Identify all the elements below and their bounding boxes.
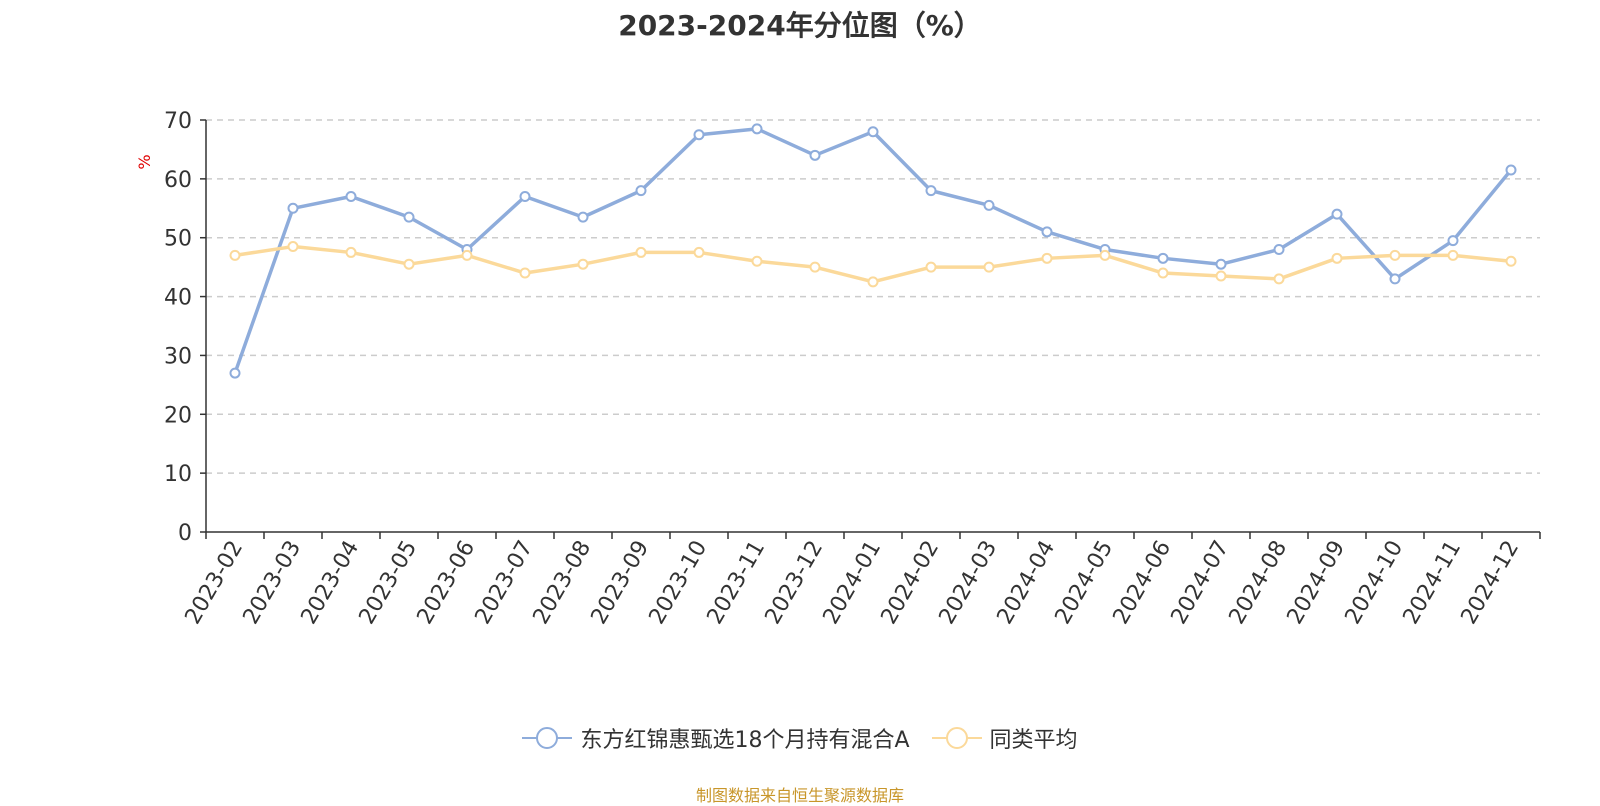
data-point-series-1 [287,202,299,214]
data-point-series-1 [403,211,415,223]
data-point-series-2 [693,246,705,258]
x-tick-label: 2023-11 [703,537,771,629]
data-point-series-2 [1157,267,1169,279]
y-tick-label: 30 [164,344,192,369]
data-point-series-1 [577,211,589,223]
data-point-series-2 [1331,252,1343,264]
x-tick-label: 2024-11 [1399,537,1467,629]
x-tick-label: 2024-02 [877,537,945,629]
legend-marker-circle-icon [522,727,573,749]
data-point-series-1 [693,129,705,141]
data-point-series-2 [1447,249,1459,261]
data-point-series-2 [1099,249,1111,261]
y-tick-label: 20 [164,403,192,428]
x-tick-label: 2024-08 [1225,537,1293,629]
x-tick-label: 2023-04 [297,537,365,629]
x-tick-label: 2023-10 [645,537,713,629]
data-point-series-2 [983,261,995,273]
data-point-series-1 [983,199,995,211]
source-note: 制图数据来自恒生聚源数据库 [695,786,904,805]
data-point-series-2 [1389,249,1401,261]
data-point-series-1 [229,367,241,379]
data-point-series-2 [345,246,357,258]
x-tick-label: 2024-05 [1051,537,1119,629]
x-tick-label: 2023-09 [587,537,655,629]
legend: 东方红锦惠甄选18个月持有混合A 同类平均 [0,722,1600,754]
data-point-series-2 [1215,270,1227,282]
data-point-series-2 [519,267,531,279]
data-point-series-2 [461,249,473,261]
x-tick-label: 2023-07 [471,537,539,629]
data-point-series-2 [751,255,763,267]
data-point-series-1 [635,185,647,197]
data-point-series-2 [809,261,821,273]
data-point-series-2 [403,258,415,270]
data-point-series-1 [1041,226,1053,238]
y-tick-label: 60 [164,168,192,193]
x-tick-label: 2023-08 [529,537,597,629]
data-point-series-2 [925,261,937,273]
data-point-series-2 [577,258,589,270]
x-tick-label: 2023-05 [355,537,423,629]
y-tick-label: 50 [164,227,192,252]
data-point-series-1 [867,126,879,138]
data-point-series-2 [229,249,241,261]
x-tick-label: 2024-04 [993,537,1061,629]
data-point-series-1 [1505,164,1517,176]
x-tick-label: 2023-12 [761,537,829,629]
data-point-series-1 [1331,208,1343,220]
y-tick-label: 70 [164,109,192,134]
x-tick-label: 2023-06 [413,537,481,629]
legend-item-series-1[interactable]: 东方红锦惠甄选18个月持有混合A [522,722,910,754]
data-point-series-2 [1041,252,1053,264]
y-tick-label: 10 [164,462,192,487]
legend-marker-circle-icon [931,727,982,749]
data-point-series-1 [751,123,763,135]
data-point-series-2 [635,246,647,258]
data-point-series-2 [287,241,299,253]
data-point-series-1 [1215,258,1227,270]
data-point-series-1 [519,191,531,203]
x-tick-label: 2024-07 [1167,537,1235,629]
data-point-series-2 [867,276,879,288]
y-tick-label: 40 [164,286,192,311]
data-point-series-2 [1273,273,1285,285]
data-point-series-1 [925,185,937,197]
legend-item-series-2[interactable]: 同类平均 [931,722,1078,754]
legend-label-series-2: 同类平均 [989,728,1078,753]
data-point-series-1 [1273,243,1285,255]
data-point-series-1 [1389,273,1401,285]
x-tick-label: 2024-09 [1283,537,1351,629]
data-point-series-2 [1505,255,1517,267]
y-axis-label: % [135,154,154,169]
data-point-series-1 [345,191,357,203]
x-tick-label: 2024-10 [1341,537,1409,629]
x-tick-label: 2024-06 [1109,537,1177,629]
x-tick-label: 2024-01 [819,537,887,629]
x-tick-label: 2024-12 [1457,537,1525,629]
y-tick-label: 0 [178,521,192,546]
series-line-1 [233,127,1513,374]
x-tick-label: 2023-03 [239,537,307,629]
chart-title: 2023-2024年分位图（%） [618,9,982,42]
data-point-series-1 [1447,235,1459,247]
legend-label-series-1: 东方红锦惠甄选18个月持有混合A [580,728,910,753]
data-point-series-1 [1157,252,1169,264]
data-point-series-1 [809,149,821,161]
x-tick-label: 2024-03 [935,537,1003,629]
x-tick-label: 2023-02 [181,537,249,629]
